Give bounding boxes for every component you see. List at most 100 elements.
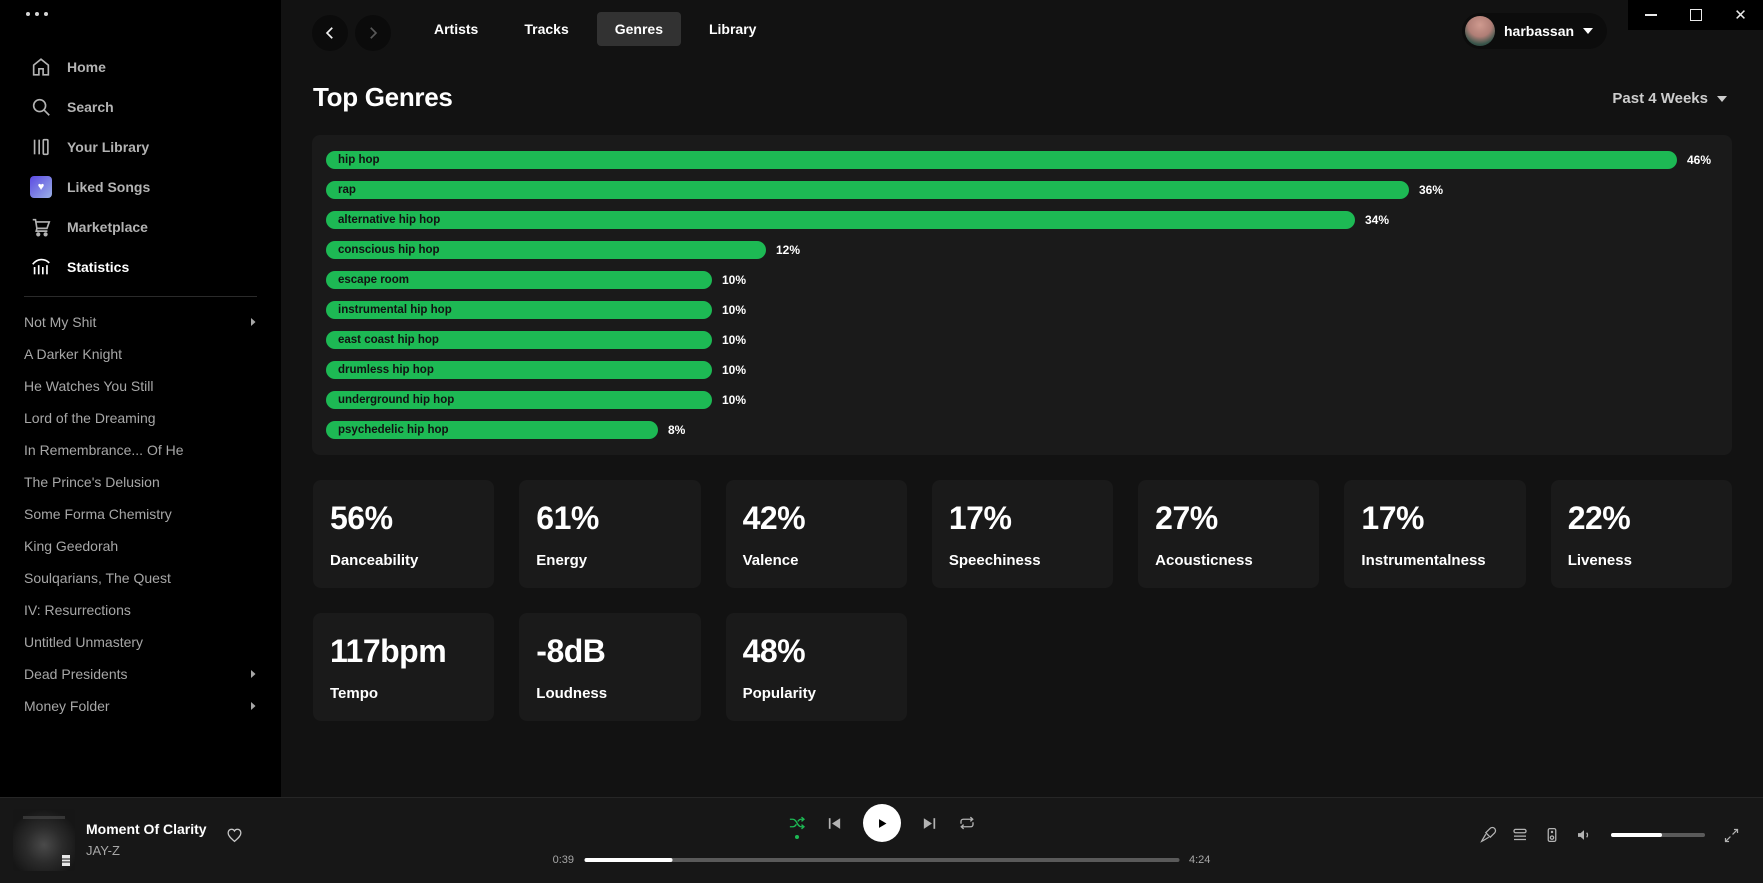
genre-label: east coast hip hop <box>338 334 439 346</box>
track-title[interactable]: Moment Of Clarity <box>86 821 207 837</box>
maximize-button[interactable] <box>1673 0 1718 30</box>
sidebar-item-label: Statistics <box>67 259 130 275</box>
minimize-button[interactable] <box>1628 0 1673 30</box>
genre-label: instrumental hip hop <box>338 304 452 316</box>
elapsed-time: 0:39 <box>552 854 574 866</box>
user-name: harbassan <box>1504 23 1575 39</box>
shuffle-button[interactable] <box>788 814 806 832</box>
tab-library[interactable]: Library <box>691 12 774 46</box>
page-title: Top Genres <box>313 82 453 112</box>
stat-label: Valence <box>742 552 799 569</box>
sidebar-item-statistics[interactable]: Statistics <box>0 247 281 287</box>
sidebar-playlist-item[interactable]: A Darker Knight <box>0 338 281 370</box>
seek-fill <box>584 858 673 862</box>
genre-bar: conscious hip hop <box>326 241 766 259</box>
stat-value: 48% <box>742 633 806 669</box>
sidebar-playlist-item[interactable]: King Geedorah <box>0 530 281 562</box>
sidebar-playlist-item[interactable]: In Remembrance... Of He <box>0 434 281 466</box>
time-range-label: Past 4 Weeks <box>1612 90 1708 107</box>
genre-bar-row: east coast hip hop 10% <box>326 331 1718 349</box>
genre-bar: east coast hip hop <box>326 331 712 349</box>
playlist-label: IV: Resurrections <box>24 602 131 618</box>
sidebar-item-home[interactable]: Home <box>0 47 281 87</box>
playlist-label: A Darker Knight <box>24 346 123 362</box>
play-button[interactable] <box>862 804 901 842</box>
sidebar-playlist-item[interactable]: IV: Resurrections <box>0 594 281 626</box>
stat-value: -8dB <box>536 633 606 669</box>
nav-forward-button[interactable] <box>355 15 391 51</box>
genre-percent: 34% <box>1365 213 1390 227</box>
tab-label: Library <box>708 21 757 37</box>
genre-bar-row: conscious hip hop 12% <box>326 241 1718 259</box>
genre-label: escape room <box>338 274 409 286</box>
stat-card: 117bpm Tempo <box>313 613 495 721</box>
sidebar-playlist-item[interactable]: Dead Presidents <box>0 658 281 690</box>
playlist-label: The Prince's Delusion <box>24 474 160 490</box>
album-art[interactable] <box>13 809 75 871</box>
sidebar-playlist-item[interactable]: Not My Shit <box>0 306 281 338</box>
lyrics-mic-icon[interactable] <box>1479 826 1497 844</box>
sidebar-playlist-item[interactable]: Money Folder <box>0 690 281 722</box>
genre-percent: 36% <box>1419 183 1444 197</box>
stat-value: 22% <box>1567 500 1631 536</box>
sidebar-playlist-item[interactable]: Untitled Unmastery <box>0 626 281 658</box>
user-menu[interactable]: harbassan <box>1462 13 1608 49</box>
next-track-button[interactable] <box>921 815 938 832</box>
stat-card: 48% Popularity <box>725 613 907 721</box>
sidebar-item-label: Liked Songs <box>67 179 151 195</box>
genre-bar: drumless hip hop <box>326 361 712 379</box>
sidebar-playlist-item[interactable]: Soulqarians, The Quest <box>0 562 281 594</box>
playlist-label: In Remembrance... Of He <box>24 442 184 458</box>
playlist-label: Not My Shit <box>24 314 97 330</box>
genre-bar-row: rap 36% <box>326 181 1718 199</box>
previous-track-button[interactable] <box>826 815 843 832</box>
genre-percent: 46% <box>1687 153 1712 167</box>
nav-back-button[interactable] <box>312 15 348 51</box>
genre-bar-chart: hip hop 46% rap 36% alternative hip hop 34% co… <box>312 135 1732 455</box>
sidebar-playlist-item[interactable]: Lord of the Dreaming <box>0 402 281 434</box>
repeat-button[interactable] <box>958 814 976 832</box>
stat-value: 42% <box>742 500 806 536</box>
tab-tracks[interactable]: Tracks <box>506 12 586 46</box>
chevron-down-icon <box>1583 28 1594 34</box>
sidebar-item-marketplace[interactable]: Marketplace <box>0 207 281 247</box>
stat-value: 61% <box>536 500 599 536</box>
playlist-label: Lord of the Dreaming <box>24 410 156 426</box>
genre-bar-row: drumless hip hop 10% <box>326 361 1718 379</box>
genre-percent: 12% <box>776 243 801 257</box>
genre-bar: rap <box>326 181 1409 199</box>
seek-bar[interactable] <box>584 858 1179 862</box>
sidebar-item-your-library[interactable]: Your Library <box>0 127 281 167</box>
volume-icon[interactable] <box>1575 826 1593 844</box>
queue-icon[interactable] <box>1511 826 1529 844</box>
sidebar-playlist-item[interactable]: Some Forma Chemistry <box>0 498 281 530</box>
app-menu-dots-icon[interactable] <box>26 12 48 16</box>
connect-device-icon[interactable] <box>1543 826 1561 844</box>
sidebar-playlist-item[interactable]: The Prince's Delusion <box>0 466 281 498</box>
stat-card: -8dB Loudness <box>519 613 701 721</box>
sidebar-divider <box>24 296 257 297</box>
track-artist[interactable]: JAY-Z <box>86 843 120 858</box>
sidebar-menu: Home Search Your Library ♥ Liked Songs <box>0 47 281 287</box>
tab-artists[interactable]: Artists <box>416 12 496 46</box>
tab-genres[interactable]: Genres <box>596 12 681 46</box>
genre-label: hip hop <box>338 154 380 166</box>
close-button[interactable]: ✕ <box>1734 6 1747 24</box>
stat-card: 56% Danceability <box>313 480 495 588</box>
fullscreen-icon[interactable] <box>1723 827 1740 844</box>
genre-label: rap <box>338 184 356 196</box>
sidebar-item-liked-songs[interactable]: ♥ Liked Songs <box>0 167 281 207</box>
time-range-dropdown[interactable]: Past 4 Weeks <box>1612 90 1727 107</box>
sidebar-playlist-item[interactable]: He Watches You Still <box>0 370 281 402</box>
like-track-button[interactable] <box>225 826 244 844</box>
tab-label: Artists <box>434 21 479 37</box>
volume-slider[interactable] <box>1611 833 1705 837</box>
genre-label: alternative hip hop <box>338 214 441 226</box>
now-playing-info: Moment Of Clarity JAY-Z <box>86 821 207 858</box>
search-icon <box>30 96 52 118</box>
volume-fill <box>1611 833 1662 837</box>
genre-bar-row: hip hop 46% <box>326 151 1718 169</box>
stat-card: 61% Energy <box>519 480 701 588</box>
sidebar-item-search[interactable]: Search <box>0 87 281 127</box>
sidebar-item-label: Home <box>67 59 106 75</box>
